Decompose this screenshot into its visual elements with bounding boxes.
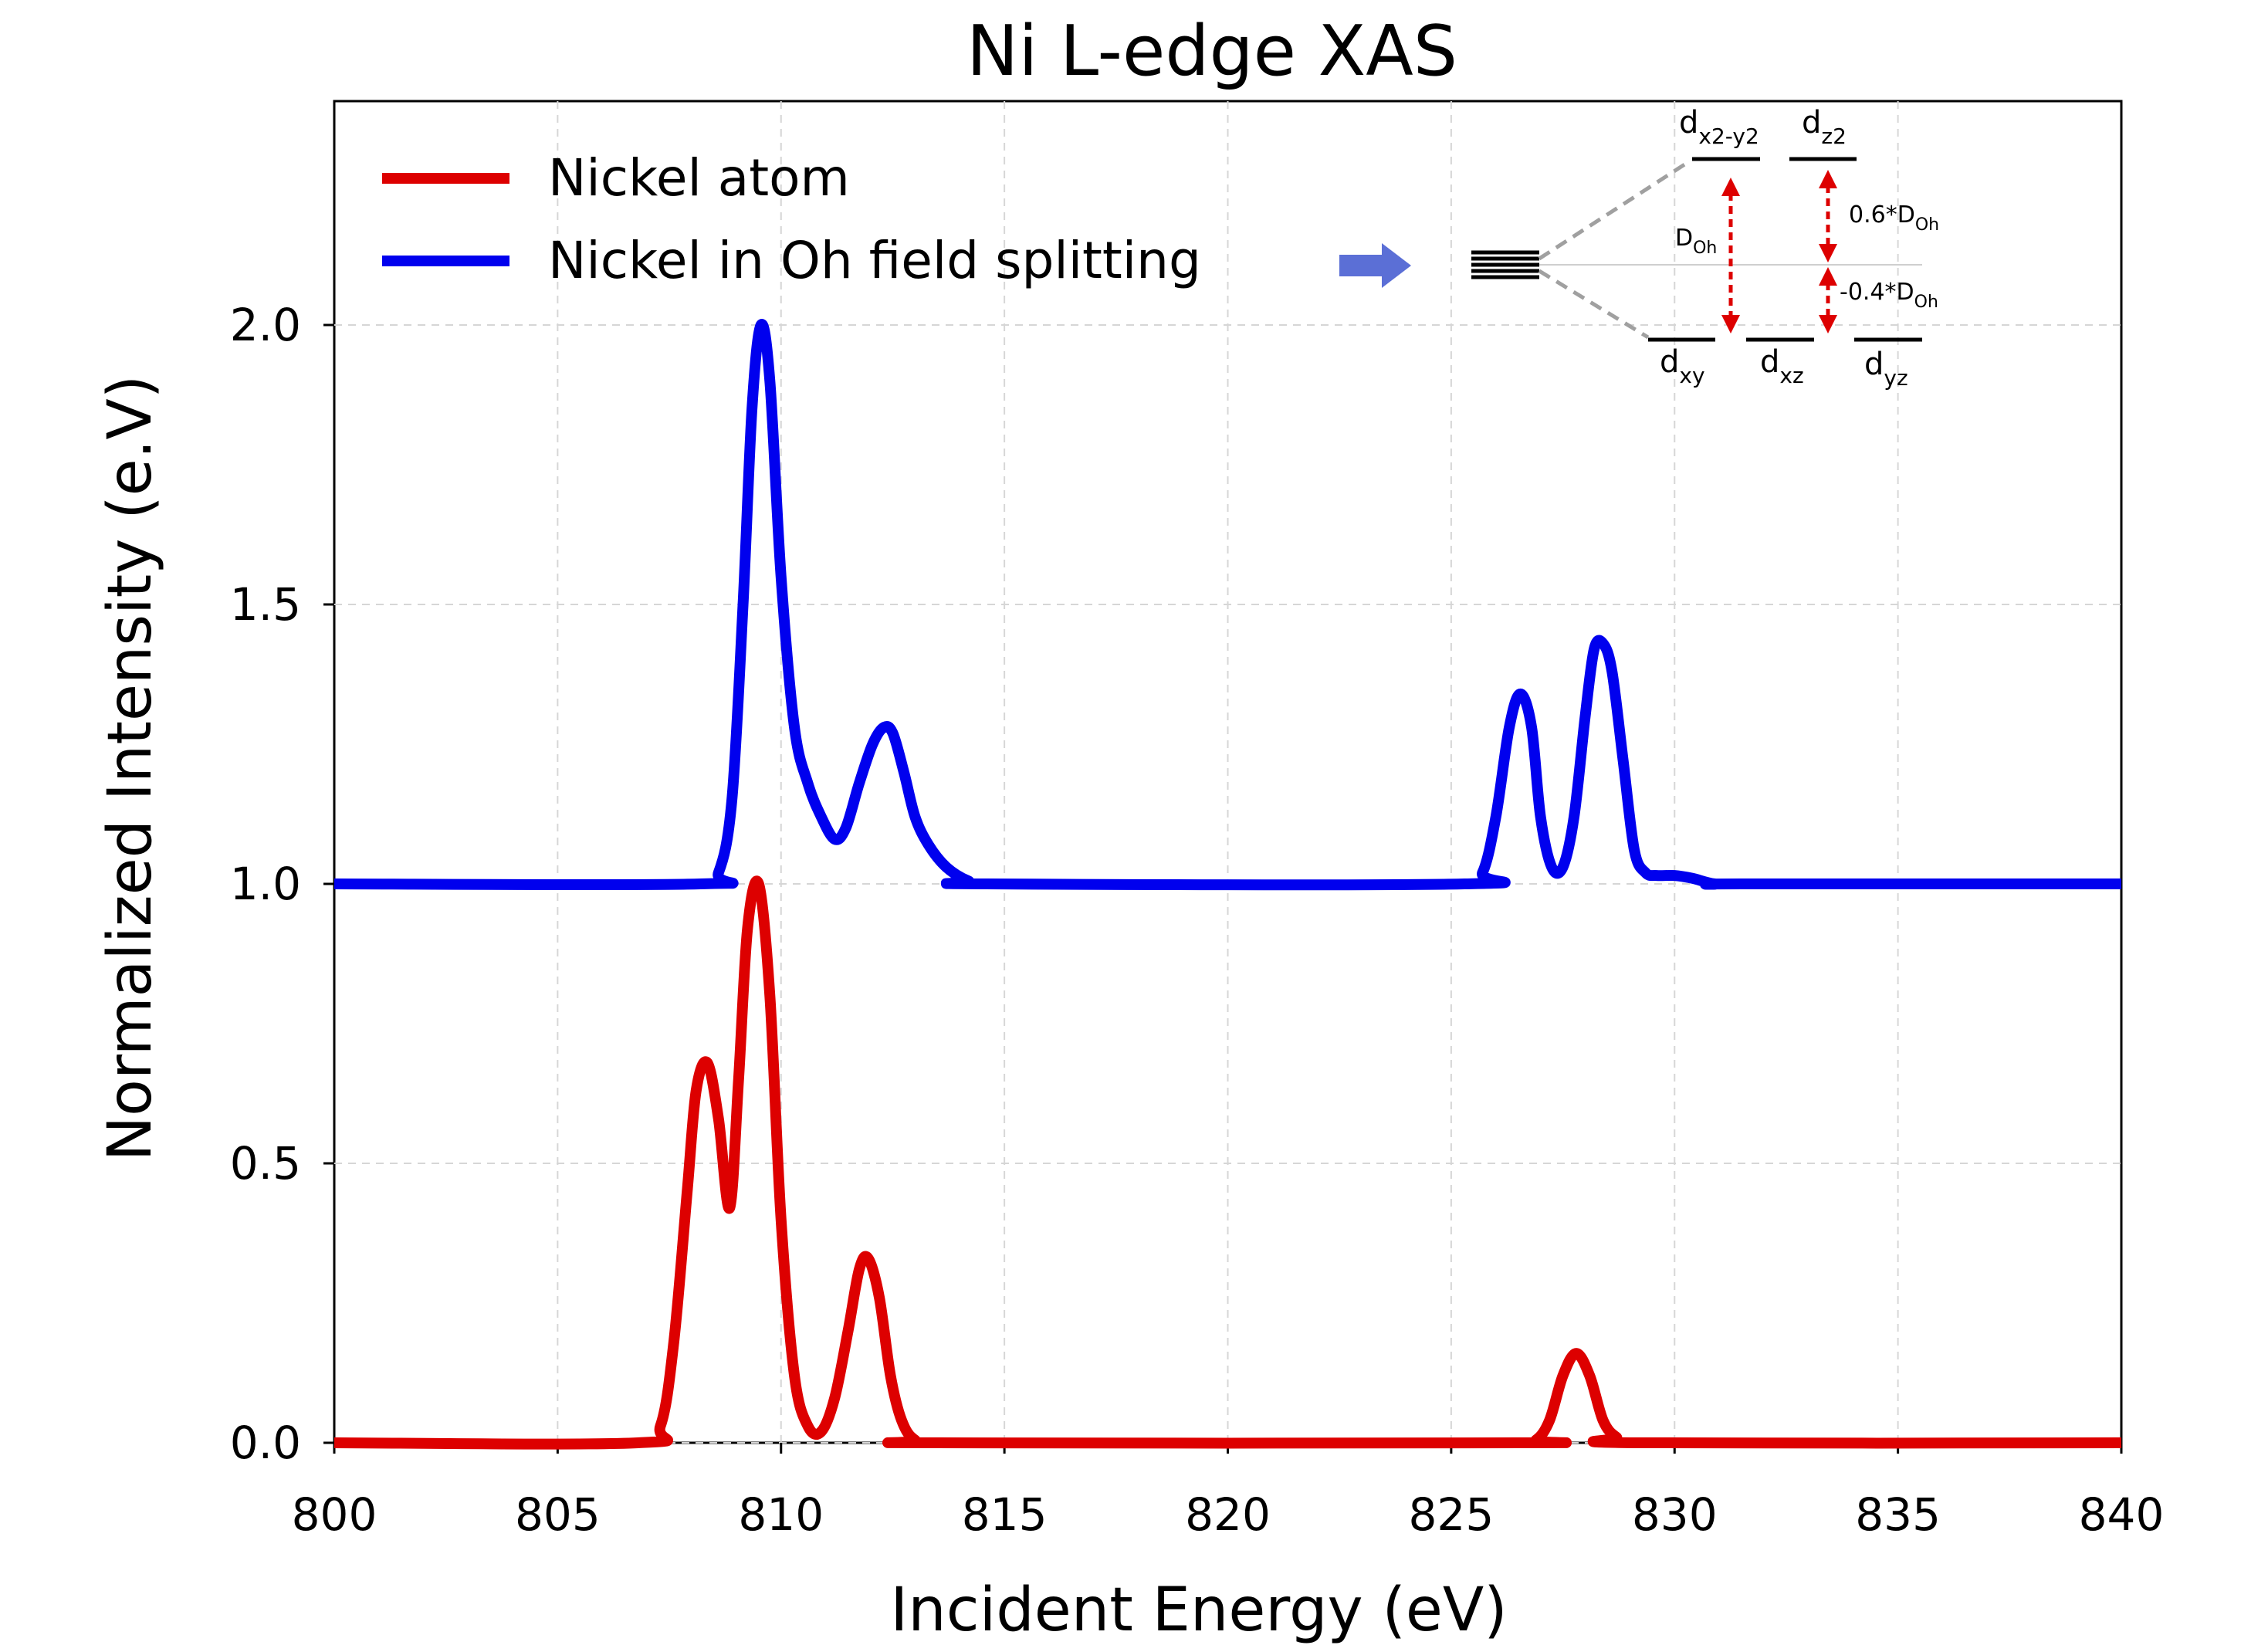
label-dxy: dxy <box>1660 344 1705 388</box>
gap-arrow-head-up <box>1721 178 1740 196</box>
legend-label-nickel-oh: Nickel in Oh field splitting <box>548 231 1201 290</box>
pointer-arrow-icon <box>1339 243 1411 288</box>
split-line-down <box>1538 269 1650 340</box>
chart-title: Ni L-edge XAS <box>966 11 1457 92</box>
y-tick-label: 1.0 <box>230 858 301 910</box>
upper-shift-arrow-head-up <box>1819 170 1837 188</box>
label-dz2: dz2 <box>1802 105 1847 149</box>
legend-label-nickel-atom: Nickel atom <box>548 148 850 208</box>
x-axis-label: Incident Energy (eV) <box>890 1576 1507 1645</box>
x-tick-label: 825 <box>1409 1488 1495 1541</box>
gap-label: DOh <box>1675 225 1717 258</box>
series-line-1 <box>333 319 2121 891</box>
degenerate-levels <box>1471 250 1539 279</box>
y-axis-label: Normalized Intensity (e.V) <box>96 375 165 1161</box>
x-tick-label: 805 <box>515 1488 601 1541</box>
x-tick-label: 820 <box>1185 1488 1271 1541</box>
series-group <box>333 319 2122 1450</box>
x-tick-label: 800 <box>292 1488 377 1541</box>
x-tick-label: 840 <box>2079 1488 2165 1541</box>
lower-shift-label: -0.4*DOh <box>1840 279 1938 312</box>
lower-shift-arrow-head-down <box>1819 315 1837 333</box>
x-tick-label: 815 <box>962 1488 1048 1541</box>
gap-arrow-head-down <box>1721 315 1740 333</box>
upper-shift-arrow-head-down <box>1819 244 1837 262</box>
lower-shift-arrow-head-up <box>1819 267 1837 286</box>
label-dxz: dxz <box>1760 344 1804 388</box>
upper-shift-label: 0.6*DOh <box>1849 201 1939 235</box>
y-tick-label: 0.5 <box>230 1137 301 1190</box>
series-line-0 <box>333 875 2122 1450</box>
label-dyz: dyz <box>1864 347 1908 391</box>
legend: Nickel atom Nickel in Oh field splitting <box>382 148 1201 290</box>
y-tick-label: 1.5 <box>230 578 301 631</box>
y-tick-label: 0.0 <box>230 1417 301 1469</box>
x-axis-ticks: 800 805 810 815 820 825 830 835 840 <box>292 1443 2165 1541</box>
y-tick-label: 2.0 <box>230 299 301 351</box>
x-tick-label: 835 <box>1855 1488 1941 1541</box>
y-axis-ticks: 0.0 0.5 1.0 1.5 2.0 <box>230 299 334 1469</box>
split-line-up <box>1538 158 1692 261</box>
label-dx2y2: dx2-y2 <box>1679 105 1759 149</box>
x-tick-label: 810 <box>738 1488 824 1541</box>
x-tick-label: 830 <box>1632 1488 1718 1541</box>
crystal-field-inset: dx2-y2 dz2 dxy dxz dyz DOh 0.6*DOh <box>1339 105 1939 391</box>
